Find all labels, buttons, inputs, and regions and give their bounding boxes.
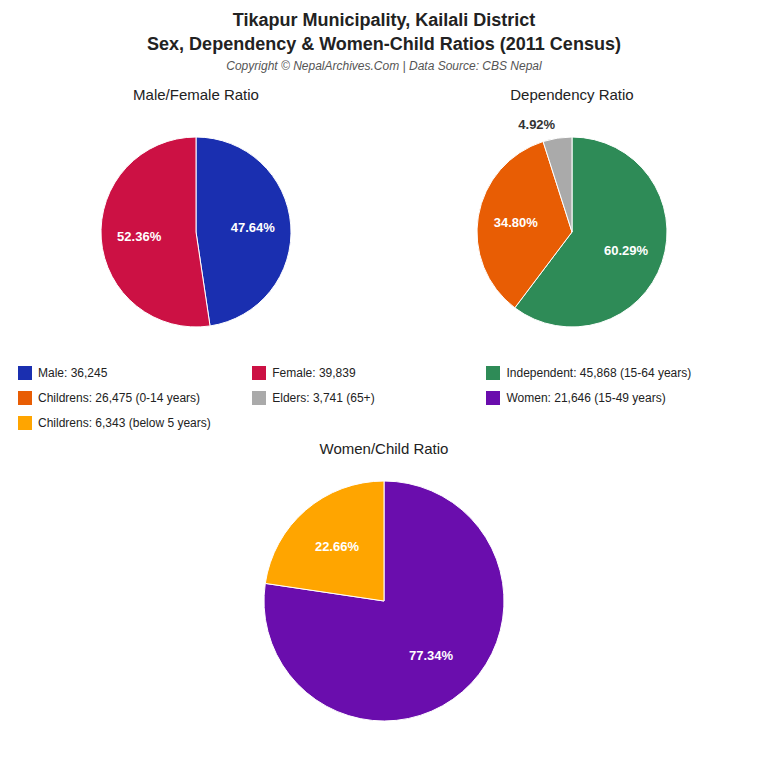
- html-text:Sex, Dependency & Women-Child: Sex, Dependency & Women-Child Ratios (20…: [147, 34, 621, 54]
- html-text:Elders: 3,741 (65+): Elders: 3,741 (65+): [272, 391, 375, 405]
- html-text:Childrens: 26,475 (0-14 years): Childrens: 26,475 (0-14 years): [38, 391, 201, 405]
- html-text:Dependency Ratio: Dependency Ratio: [510, 86, 634, 103]
- html-text:Male/Female Ratio: Male/Female Ratio: [133, 86, 259, 103]
- html-text:Women/Child Ratio: Women/Child Ratio: [319, 440, 449, 457]
- svg-text:47.64%: 47.64%: [231, 220, 276, 235]
- html-text:Independent: 45,868 (15-64 yea: Independent: 45,868 (15-64 years): [506, 365, 692, 380]
- svg-text:52.36%: 52.36%: [117, 229, 162, 244]
- html-text:Female: 39,839: Female: 39,839: [272, 365, 356, 380]
- html-text:Women: 21,646 (15-49 years): Women: 21,646 (15-49 years): [506, 391, 666, 405]
- html-text:Childrens: 6,343 (below 5 year: Childrens: 6,343 (below 5 years): [38, 416, 211, 431]
- html-text:Male: 36,245: Male: 36,245: [38, 365, 108, 380]
- svg-text:4.92%: 4.92%: [518, 117, 555, 132]
- svg-text:22.66%: 22.66%: [315, 539, 360, 554]
- svg-text:77.34%: 77.34%: [409, 648, 454, 663]
- html-text:Tikapur Municipality, Kailali: Tikapur Municipality, Kailali District: [232, 10, 536, 30]
- html-text:Copyright © NepalArchives.Com: Copyright © NepalArchives.Com | Data Sou…: [226, 59, 542, 73]
- svg-text:60.29%: 60.29%: [604, 243, 649, 258]
- svg-text:34.80%: 34.80%: [494, 215, 539, 230]
